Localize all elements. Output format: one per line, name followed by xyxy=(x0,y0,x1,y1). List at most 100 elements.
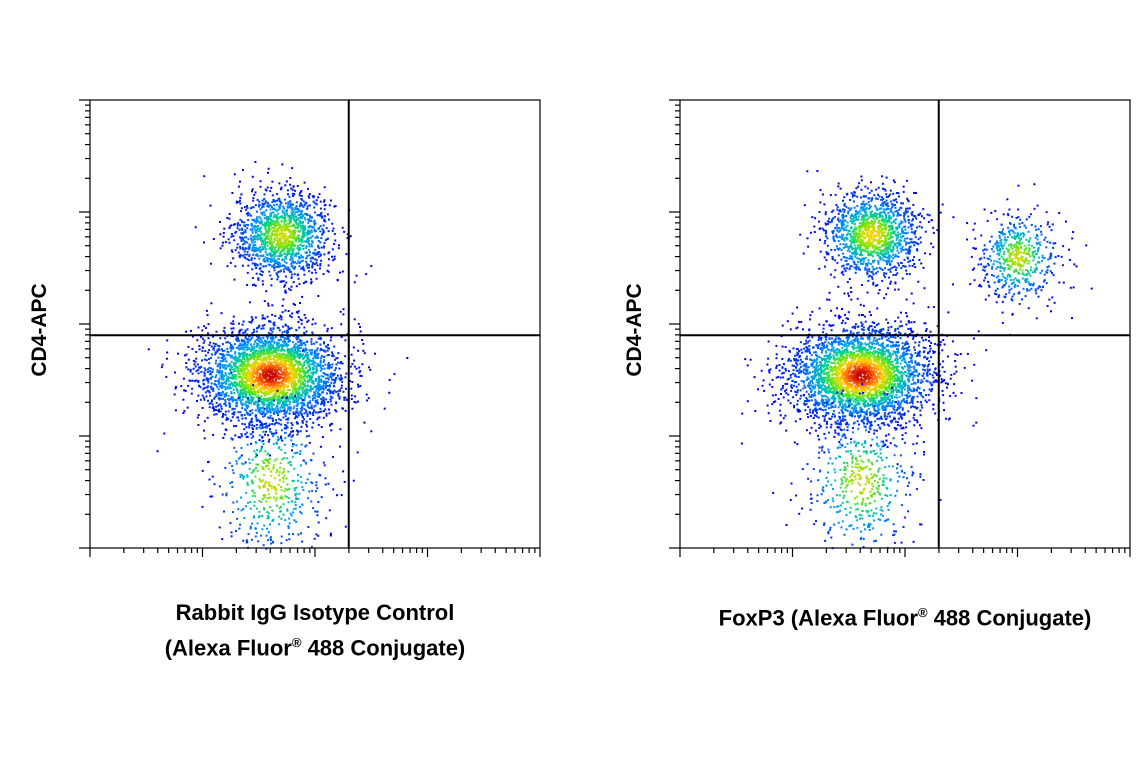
event-dot xyxy=(222,382,225,385)
event-dot xyxy=(277,382,280,384)
event-dot xyxy=(245,343,248,346)
event-dot xyxy=(206,386,209,389)
event-dot xyxy=(310,340,313,343)
event-dot xyxy=(272,386,275,389)
event-dot xyxy=(263,462,266,464)
event-dot xyxy=(334,380,337,383)
event-dot xyxy=(258,377,261,380)
event-dot xyxy=(272,253,275,256)
event-dot xyxy=(278,515,280,518)
event-dot xyxy=(309,230,312,233)
event-dot xyxy=(251,231,254,234)
event-dot xyxy=(249,365,252,368)
event-dot xyxy=(281,163,284,166)
event-dot xyxy=(264,340,267,343)
event-dot xyxy=(299,229,302,232)
event-dot xyxy=(262,363,265,366)
event-dot xyxy=(265,403,268,406)
event-dot xyxy=(311,360,313,362)
event-dot xyxy=(244,385,247,388)
event-dot xyxy=(263,349,265,352)
event-dot xyxy=(273,342,276,345)
event-dot xyxy=(292,395,295,398)
event-dot xyxy=(337,352,340,355)
event-dot xyxy=(265,391,268,394)
event-dot xyxy=(251,481,254,483)
event-dot xyxy=(227,418,230,421)
event-dot xyxy=(217,380,220,383)
event-dot xyxy=(277,410,280,413)
event-dot xyxy=(320,410,323,413)
event-dot xyxy=(256,420,259,422)
event-dot xyxy=(328,408,330,411)
event-dot xyxy=(272,419,274,422)
event-dot xyxy=(274,370,277,373)
event-dot xyxy=(184,354,186,357)
event-dot xyxy=(253,193,256,196)
event-dot xyxy=(311,399,314,401)
event-dot xyxy=(287,501,290,504)
event-dot xyxy=(235,365,238,368)
event-dot xyxy=(325,392,328,395)
event-dot xyxy=(231,408,234,411)
event-dot xyxy=(250,386,252,389)
event-dot xyxy=(247,402,250,405)
event-dot xyxy=(287,406,290,409)
event-dot xyxy=(177,352,179,355)
event-dot xyxy=(285,343,288,346)
event-dot xyxy=(225,341,228,344)
event-dot xyxy=(219,337,222,340)
event-dot xyxy=(239,370,242,373)
event-dot xyxy=(334,378,337,381)
event-dot xyxy=(251,319,254,322)
event-dot xyxy=(252,355,255,357)
event-dot xyxy=(234,374,237,377)
event-dot xyxy=(233,370,235,373)
event-dot xyxy=(221,384,224,387)
event-dot xyxy=(299,511,302,513)
event-dot xyxy=(232,425,235,428)
event-dot xyxy=(305,392,308,395)
event-dot xyxy=(273,226,276,229)
event-dot xyxy=(300,370,302,373)
event-dot xyxy=(254,229,257,232)
event-dot xyxy=(319,214,322,217)
event-dot xyxy=(240,237,243,240)
event-dot xyxy=(221,493,224,496)
event-dot xyxy=(292,533,294,536)
event-dot xyxy=(239,180,241,183)
event-dot xyxy=(248,301,251,304)
event-dot xyxy=(253,389,256,392)
event-dot xyxy=(290,357,293,360)
event-dot xyxy=(244,345,246,348)
event-dot xyxy=(275,406,278,409)
event-dot xyxy=(284,309,287,312)
event-dot xyxy=(300,481,303,484)
event-dot xyxy=(240,362,243,364)
event-dot xyxy=(318,214,320,216)
event-dot xyxy=(202,396,205,399)
event-dot xyxy=(244,368,247,371)
event-dot xyxy=(312,452,315,455)
event-dot xyxy=(256,374,259,377)
event-dot xyxy=(237,375,240,378)
event-dot xyxy=(224,372,227,375)
event-dot xyxy=(215,401,218,404)
event-dot xyxy=(241,236,243,239)
event-dot xyxy=(241,407,243,410)
event-dot xyxy=(268,398,271,401)
event-dot xyxy=(288,522,291,525)
event-dot xyxy=(332,488,335,491)
event-dot xyxy=(219,233,222,236)
event-dot xyxy=(331,396,334,399)
event-dot xyxy=(292,260,295,263)
event-dot xyxy=(289,247,292,250)
event-dot xyxy=(321,396,324,399)
event-dot xyxy=(220,407,223,410)
event-dot xyxy=(269,241,272,244)
event-dot xyxy=(258,216,261,219)
event-dot xyxy=(278,317,281,320)
event-dot xyxy=(182,377,185,380)
event-dot xyxy=(233,384,236,387)
event-dot xyxy=(331,363,334,366)
